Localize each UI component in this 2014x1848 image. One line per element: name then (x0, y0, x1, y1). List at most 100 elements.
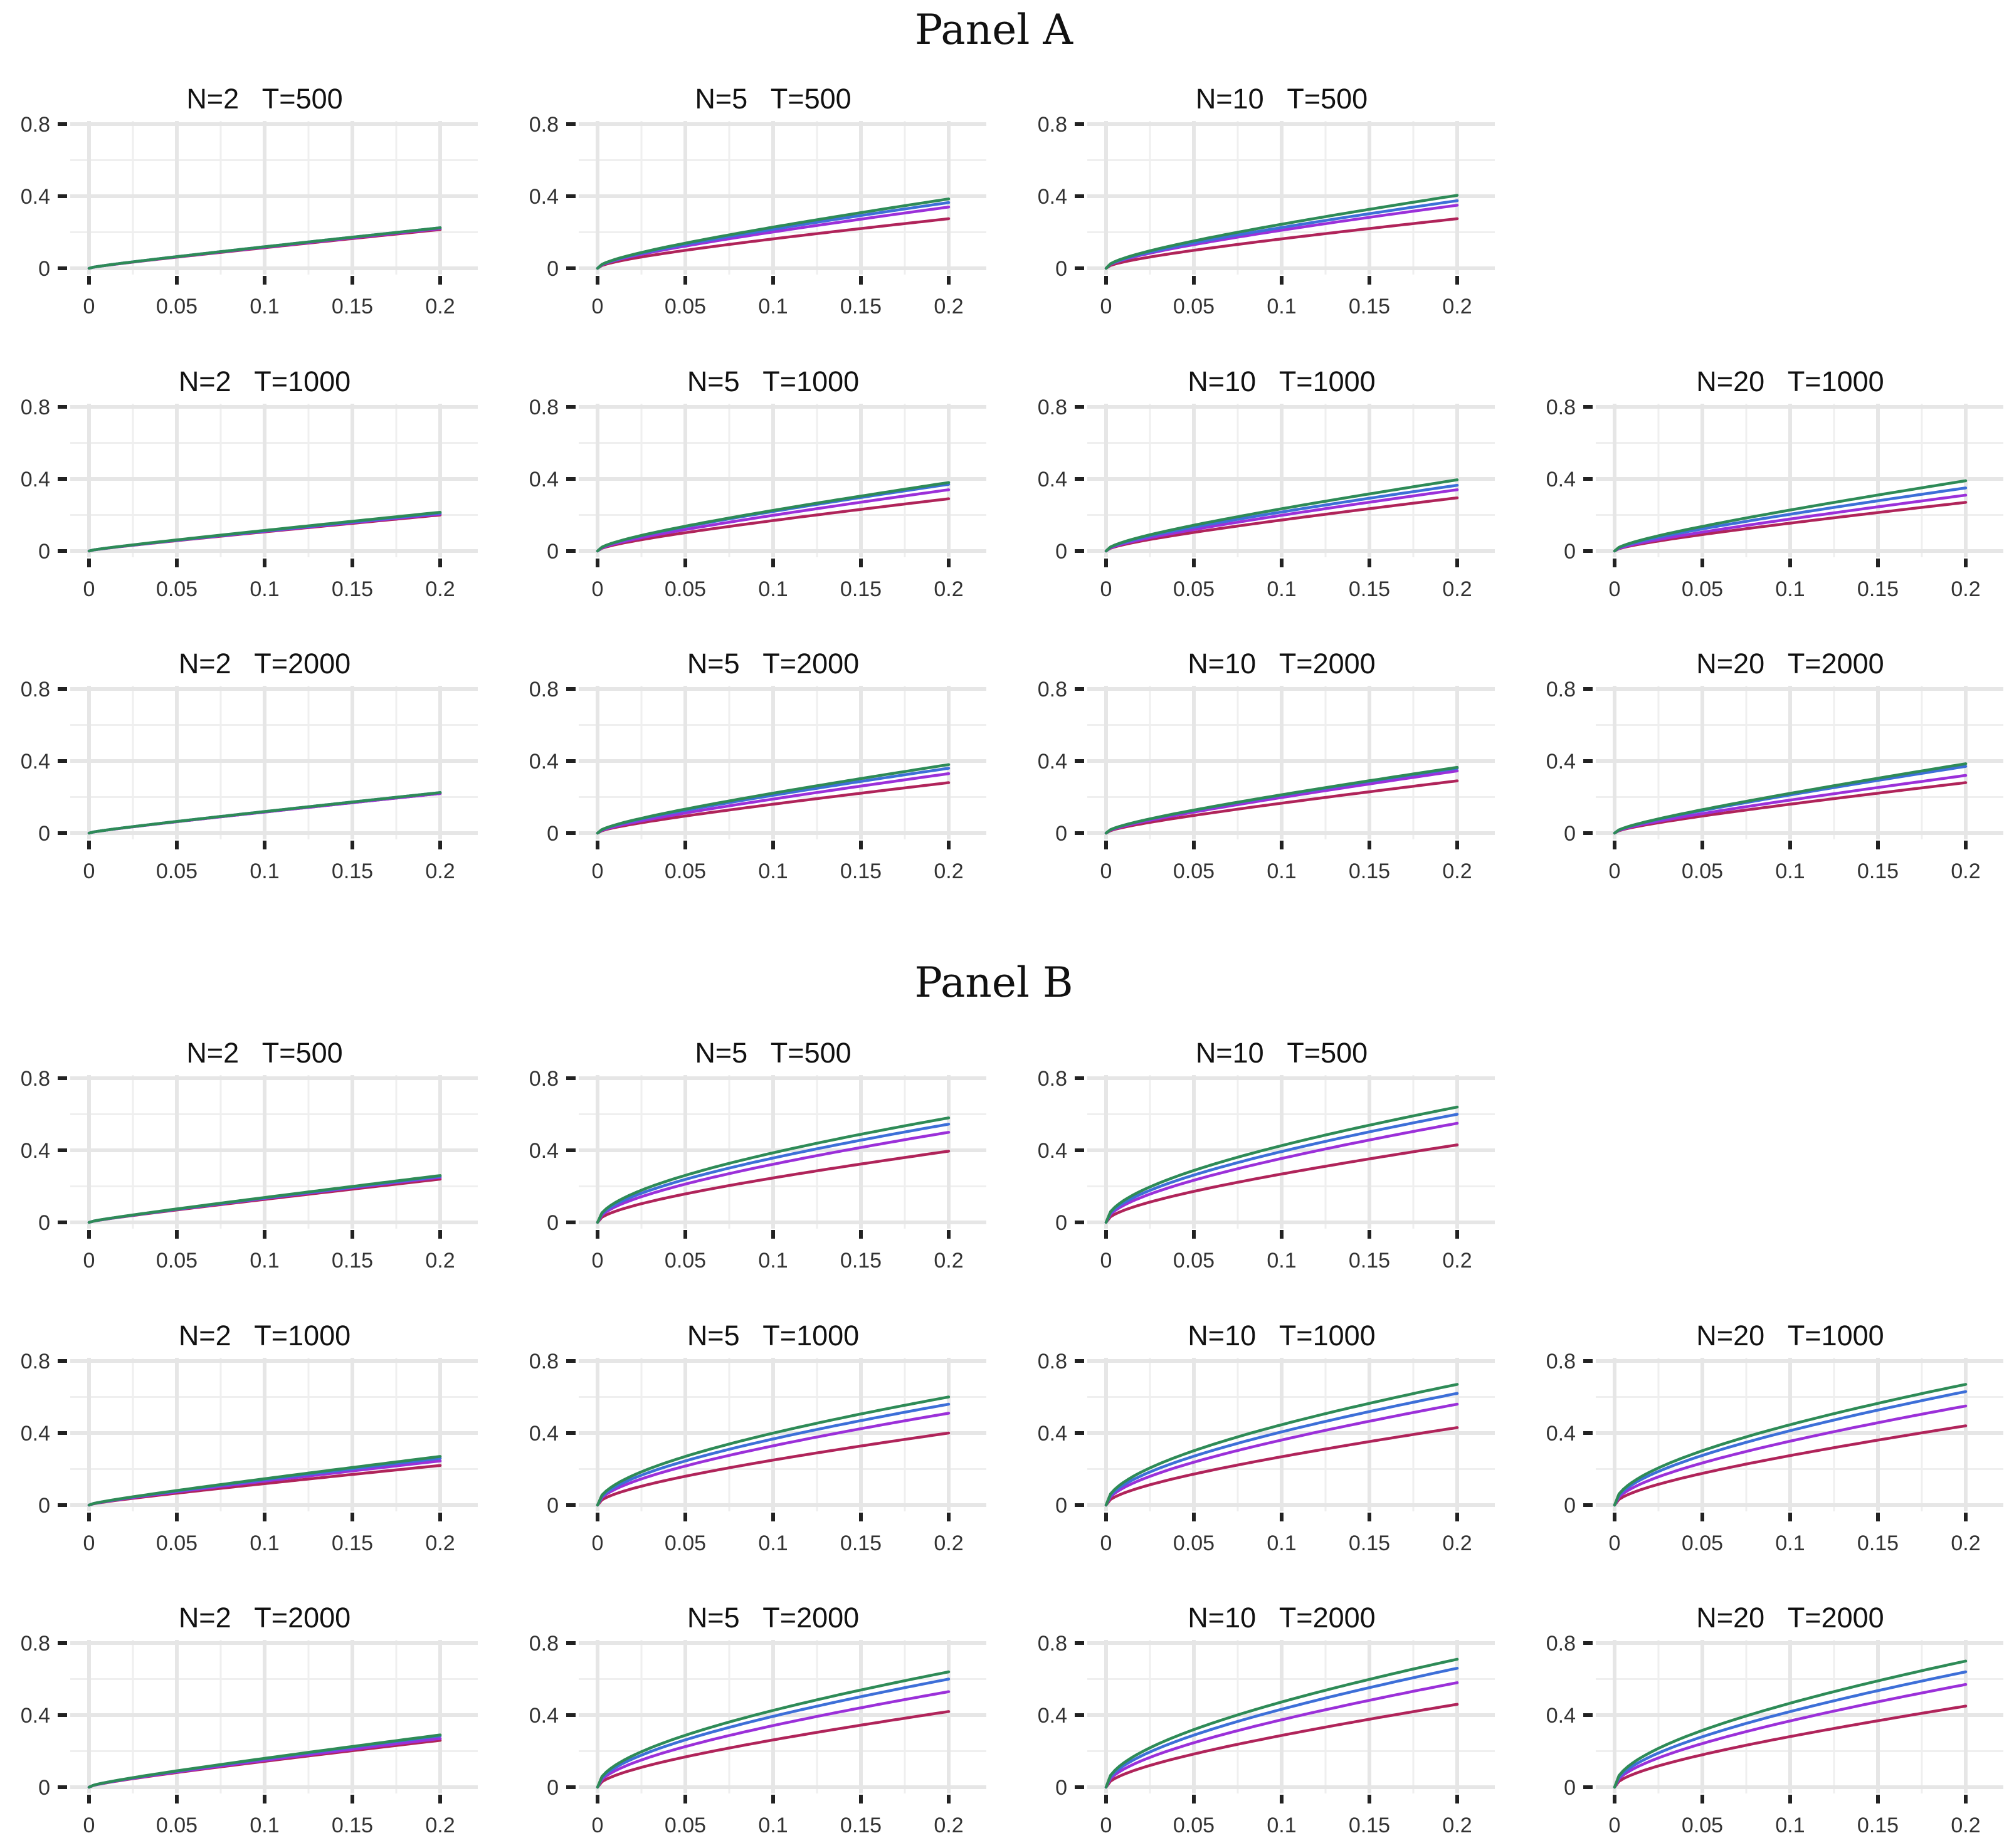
x-tick-label: 0.15 (332, 859, 373, 883)
y-tick-label: 0 (1055, 1494, 1067, 1518)
x-tick-label: 0.05 (665, 1249, 706, 1273)
series-line-3 (1104, 1402, 1459, 1507)
x-tick-label: 0.1 (758, 577, 788, 601)
facet-b-1-3: 0 0.4 0.8 0 0.05 0.1 0.15 0.2 N=20 T=1000 (1546, 1320, 2003, 1555)
series-line-3 (596, 488, 951, 553)
x-tick-label: 0.15 (1857, 859, 1899, 883)
x-tick-label: 0.1 (1267, 1814, 1296, 1837)
facet-b-1-0: 0 0.4 0.8 0 0.05 0.1 0.15 0.2 N=2 T=1000 (21, 1320, 478, 1555)
series-line-2 (1104, 199, 1459, 270)
x-tick-label: 0.1 (250, 1531, 279, 1555)
x-tick-label: 0.15 (1349, 1814, 1390, 1837)
y-tick-label: 0 (1564, 1494, 1576, 1518)
x-tick-label: 0.15 (840, 1249, 882, 1273)
x-tick-label: 0.15 (332, 577, 373, 601)
x-tick-label: 0.1 (1267, 1249, 1296, 1273)
series-line-3 (1613, 493, 1968, 553)
facet-title: N=5 T=1000 (687, 1320, 859, 1352)
series-line-4 (1613, 501, 1968, 553)
y-tick-label: 0 (38, 822, 50, 846)
series-line-2 (1613, 1390, 1968, 1507)
y-tick-label: 0.4 (529, 185, 559, 209)
x-tick-label: 0.2 (934, 1814, 963, 1837)
series-line-4 (1104, 779, 1459, 835)
x-tick-label: 0.1 (1775, 859, 1805, 883)
x-tick-label: 0 (592, 1531, 604, 1555)
x-tick-label: 0 (1100, 295, 1112, 318)
x-tick-label: 0 (83, 1814, 95, 1837)
series-line-1 (87, 226, 442, 270)
y-tick-label: 0.8 (21, 1350, 50, 1373)
x-tick-label: 0.15 (332, 295, 373, 318)
x-tick-label: 0 (83, 577, 95, 601)
x-tick-label: 0.2 (1951, 859, 1980, 883)
series-line-1 (1104, 194, 1459, 270)
series-line-1 (596, 763, 951, 835)
y-tick-label: 0.4 (1546, 1422, 1576, 1446)
x-tick-label: 0.05 (156, 859, 198, 883)
facet-title: N=10 T=500 (1196, 83, 1368, 115)
x-tick-label: 0 (1609, 1814, 1621, 1837)
y-tick-label: 0.4 (1546, 468, 1576, 491)
x-tick-label: 0.1 (250, 859, 279, 883)
facet-title: N=20 T=2000 (1696, 1602, 1884, 1634)
y-tick-label: 0.4 (529, 1139, 559, 1163)
series-line-2 (596, 1677, 951, 1789)
x-tick-label: 0.15 (1349, 577, 1390, 601)
x-tick-label: 0.2 (425, 1814, 455, 1837)
x-tick-label: 0.05 (1173, 295, 1215, 318)
series-line-4 (1104, 496, 1459, 553)
panel-a-title: Panel A (915, 6, 1073, 54)
facet-b-1-2: 0 0.4 0.8 0 0.05 0.1 0.15 0.2 N=10 T=1000 (1038, 1320, 1495, 1555)
x-tick-label: 0.05 (665, 577, 706, 601)
facet-b-2-0: 0 0.4 0.8 0 0.05 0.1 0.15 0.2 N=2 T=2000 (21, 1602, 478, 1837)
series-line-1 (1104, 765, 1459, 835)
y-tick-label: 0.8 (529, 1632, 559, 1656)
y-tick-label: 0 (547, 1494, 559, 1518)
x-tick-label: 0.2 (1951, 1814, 1980, 1837)
x-tick-label: 0.15 (1857, 1814, 1899, 1837)
y-tick-label: 0.8 (1038, 113, 1067, 137)
y-tick-label: 0.8 (529, 678, 559, 701)
facet-title: N=5 T=2000 (687, 648, 859, 680)
x-tick-label: 0 (1100, 1814, 1112, 1837)
x-tick-label: 0.05 (665, 1531, 706, 1555)
series-line-2 (596, 1402, 951, 1507)
y-tick-label: 0.8 (1546, 1350, 1576, 1373)
facet-title: N=2 T=2000 (179, 1602, 351, 1634)
y-tick-label: 0.4 (1546, 750, 1576, 774)
x-tick-label: 0.2 (1442, 859, 1472, 883)
x-tick-label: 0.15 (840, 577, 882, 601)
series-line-2 (596, 1123, 951, 1224)
x-tick-label: 0.1 (1267, 295, 1296, 318)
series-line-3 (1613, 1404, 1968, 1507)
series-line-4 (1613, 1424, 1968, 1507)
x-tick-label: 0.15 (840, 859, 882, 883)
series-line-3 (1613, 1683, 1968, 1789)
series-line-2 (1613, 1670, 1968, 1789)
x-tick-label: 0.15 (1349, 295, 1390, 318)
x-tick-label: 0.2 (1951, 1531, 1980, 1555)
x-tick-label: 0.05 (1173, 577, 1215, 601)
facet-title: N=2 T=1000 (179, 365, 351, 397)
y-tick-label: 0.8 (529, 113, 559, 137)
x-tick-label: 0.1 (250, 1249, 279, 1273)
series-line-1 (596, 481, 951, 553)
x-tick-label: 0.05 (1682, 1531, 1723, 1555)
y-tick-label: 0 (1055, 540, 1067, 564)
x-tick-label: 0.1 (758, 295, 788, 318)
series-line-4 (596, 781, 951, 835)
series-line-2 (1104, 1667, 1459, 1789)
series-line-1 (1613, 1659, 1968, 1789)
x-tick-label: 0 (592, 1814, 604, 1837)
x-tick-label: 0.1 (1267, 1531, 1296, 1555)
series-line-3 (1104, 1121, 1459, 1224)
series-line-2 (1104, 1392, 1459, 1507)
y-tick-label: 0.4 (1546, 1704, 1576, 1728)
y-tick-label: 0.4 (21, 1704, 50, 1728)
y-tick-label: 0.4 (1038, 1422, 1067, 1446)
x-tick-label: 0 (83, 1531, 95, 1555)
series-line-1 (596, 197, 951, 270)
y-tick-label: 0 (547, 540, 559, 564)
